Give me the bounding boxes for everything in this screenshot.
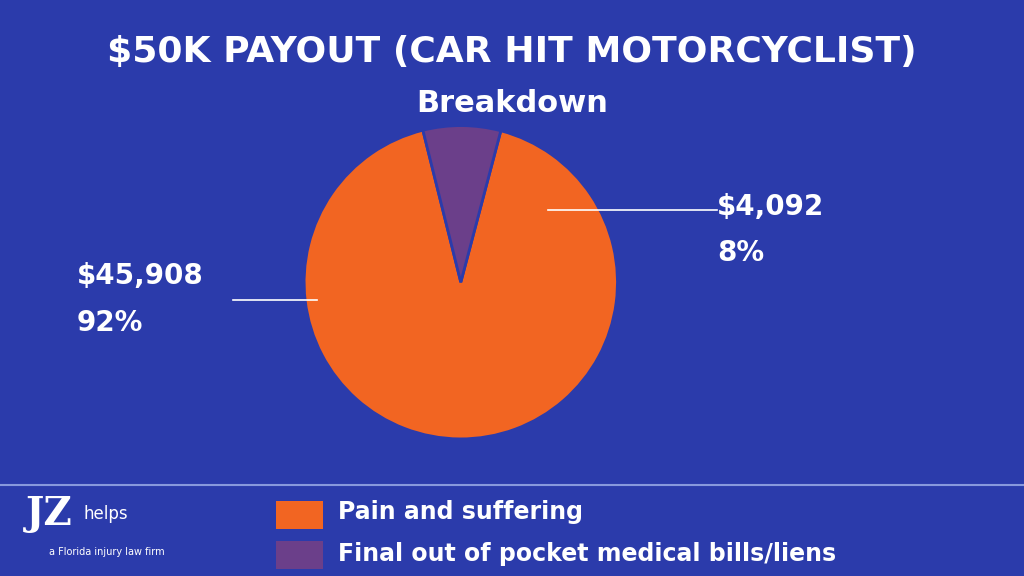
Text: 92%: 92% <box>77 309 143 336</box>
Text: $50K PAYOUT (CAR HIT MOTORCYCLIST): $50K PAYOUT (CAR HIT MOTORCYCLIST) <box>108 35 916 69</box>
Text: Breakdown: Breakdown <box>416 89 608 118</box>
Bar <box>276 501 323 529</box>
Wedge shape <box>304 130 617 439</box>
Text: $45,908: $45,908 <box>77 263 204 290</box>
Text: a Florida injury law firm: a Florida injury law firm <box>49 547 165 558</box>
Text: 8%: 8% <box>717 240 764 267</box>
Text: Final out of pocket medical bills/liens: Final out of pocket medical bills/liens <box>338 542 836 566</box>
Text: $4,092: $4,092 <box>717 194 824 221</box>
Text: Pain and suffering: Pain and suffering <box>338 501 583 524</box>
Wedge shape <box>423 126 501 282</box>
Bar <box>276 541 323 569</box>
Text: helps: helps <box>84 505 129 523</box>
Text: JZ: JZ <box>26 495 73 533</box>
